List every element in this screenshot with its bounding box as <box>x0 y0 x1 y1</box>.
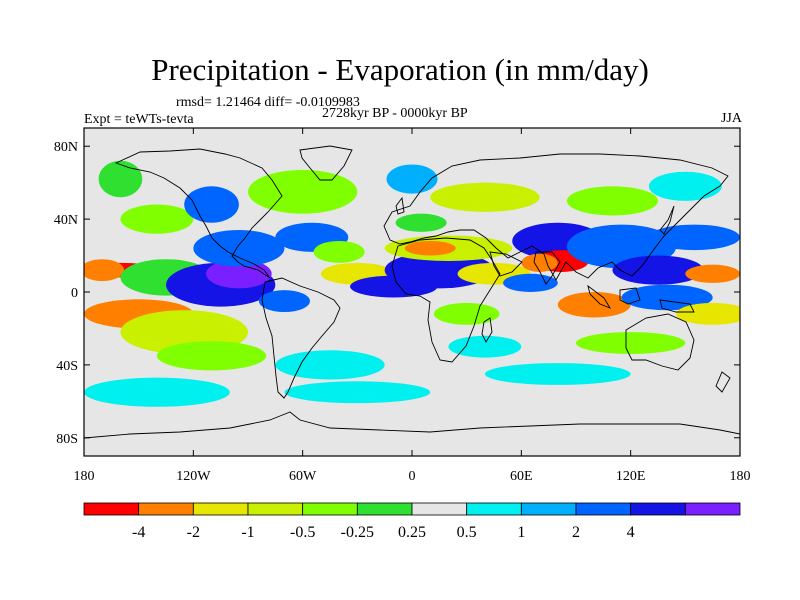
coastline-north-america <box>114 148 283 279</box>
colorbar-label: 1 <box>517 524 525 541</box>
colorbar: -4 -2 -1 -0.5 -0.25 0.25 0.5 1 2 4 <box>83 502 741 541</box>
field-blob <box>685 264 740 283</box>
field-blob <box>503 273 558 292</box>
map-frame <box>83 127 741 457</box>
field-blob <box>156 341 267 371</box>
x-tick-label: 60E <box>510 469 533 484</box>
field-blob <box>566 186 658 216</box>
field-blob <box>448 335 522 358</box>
x-tick-label: 0 <box>409 469 416 484</box>
field-blob <box>557 292 631 318</box>
colorbar-swatch <box>83 502 140 516</box>
field-blob <box>84 377 230 407</box>
x-tick-label: 120W <box>176 469 211 484</box>
colorbar-label: -2 <box>187 524 200 541</box>
colorbar-label: -0.25 <box>341 524 374 541</box>
field-blob <box>612 255 704 285</box>
coastline-new-zealand <box>715 371 731 393</box>
coastline-india <box>533 251 561 285</box>
colorbar-label: 0.25 <box>398 524 426 541</box>
field-blob <box>120 204 194 234</box>
y-tick-label: 80N <box>54 140 78 155</box>
colorbar-swatch <box>575 502 632 516</box>
field-blob <box>84 259 125 282</box>
field-blob <box>247 169 358 214</box>
coastline-arabia <box>489 251 523 277</box>
colorbar-label: -4 <box>132 524 145 541</box>
field-blob <box>386 164 438 194</box>
field-blob <box>98 160 143 198</box>
colorbar-swatch <box>138 502 194 516</box>
field-blob <box>484 363 631 385</box>
x-tick-label: 180 <box>730 469 751 484</box>
x-tick-label: 180 <box>74 469 95 484</box>
x-tick-label: 60W <box>289 469 317 484</box>
experiment-label: Expt = teWTs-tevta <box>84 112 194 127</box>
colorbar-swatch <box>411 502 468 516</box>
colorbar-swatch <box>302 502 358 516</box>
coastline-africa <box>391 237 501 363</box>
y-tick-label: 40N <box>54 213 78 228</box>
x-tick-label: 120E <box>616 469 646 484</box>
field-blob <box>404 240 456 256</box>
coastline-south-america <box>261 277 341 399</box>
period-label: 2728kyr BP - 0000kyr BP <box>322 106 468 121</box>
colorbar-swatch <box>684 502 741 516</box>
field-blob <box>395 213 447 232</box>
coastline-australia <box>625 313 695 371</box>
y-tick-label: 0 <box>71 286 78 301</box>
field-blob <box>433 302 500 325</box>
field-blob <box>313 240 365 263</box>
field-layer <box>84 160 740 407</box>
axis-ticks: 180 120W 60W 0 60E 120E 180 80N 40N 0 40S 80S <box>54 128 751 484</box>
coastline-japan <box>659 205 675 235</box>
coastline-new-guinea <box>659 299 695 313</box>
field-blob <box>648 224 740 251</box>
field-blob <box>206 259 272 289</box>
field-blob <box>275 350 385 380</box>
colorbar-swatch <box>356 502 413 516</box>
field-blob <box>576 332 686 354</box>
coastline-greenland <box>299 145 353 181</box>
colorbar-label: 4 <box>627 524 635 541</box>
colorbar-label: -1 <box>241 524 254 541</box>
field-blob <box>258 290 310 313</box>
season-label: JJA <box>720 111 742 126</box>
colorbar-label: -0.5 <box>290 524 315 541</box>
field-blob <box>193 230 285 267</box>
colorbar-swatch <box>247 502 304 516</box>
field-blob <box>184 186 239 223</box>
colorbar-swatch <box>520 502 577 516</box>
y-tick-label: 40S <box>56 359 78 374</box>
coastline-eurasia <box>383 153 729 281</box>
field-blob <box>521 253 558 272</box>
y-tick-label: 80S <box>56 432 78 447</box>
colorbar-swatch <box>192 502 249 516</box>
coastline-antarctica <box>84 411 740 439</box>
coastline-layer <box>84 145 740 439</box>
coastline-sumatra <box>587 284 612 309</box>
field-blob <box>676 302 740 325</box>
colorbar-label: 2 <box>572 524 580 541</box>
coastline-madagascar <box>481 317 493 343</box>
colorbar-swatch <box>466 502 522 516</box>
field-blob <box>284 381 431 404</box>
stats-text: rmsd= 1.21464 diff= -0.0109983 <box>176 95 360 110</box>
field-blob <box>430 182 540 212</box>
chart-title: Precipitation - Evaporation (in mm/day) <box>151 52 649 87</box>
coastline-borneo <box>619 287 641 305</box>
field-blob <box>648 171 722 201</box>
colorbar-swatch <box>630 502 686 516</box>
coastline-british-isles <box>395 196 405 215</box>
colorbar-label: 0.5 <box>457 524 477 541</box>
